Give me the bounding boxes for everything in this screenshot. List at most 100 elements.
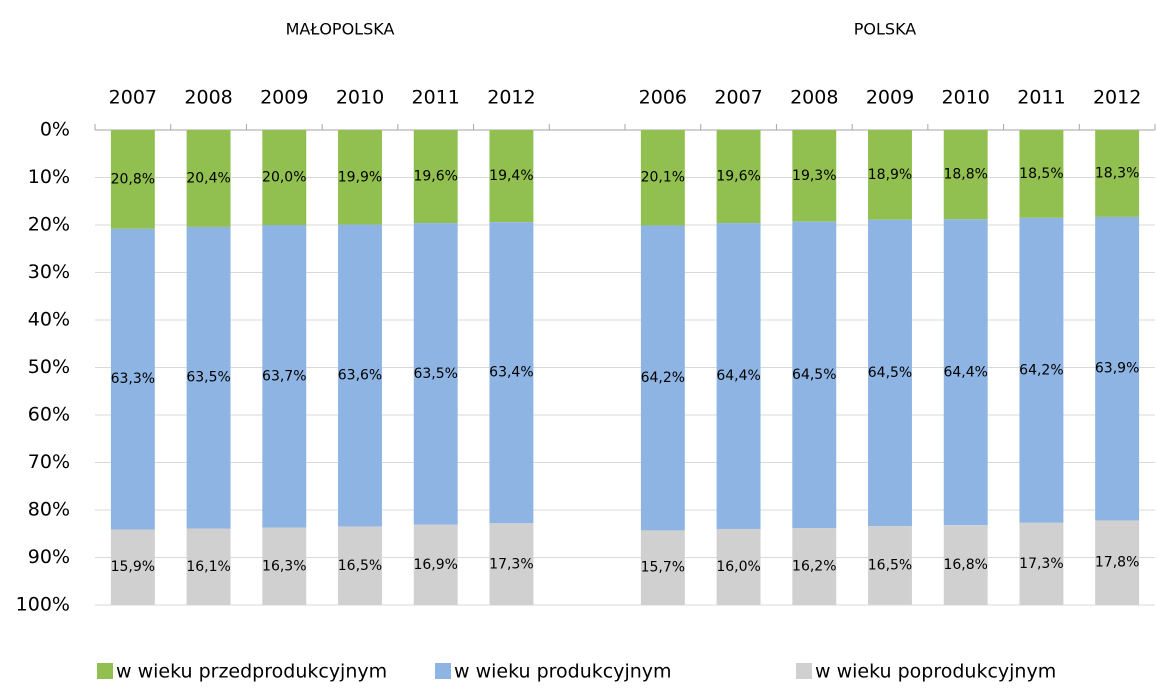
bar-segment — [489, 222, 534, 524]
data-label: 18,8% — [943, 167, 987, 183]
bar-segment — [943, 525, 988, 605]
bar-segment — [716, 529, 761, 605]
bar-segment — [716, 130, 761, 224]
data-label: 19,9% — [338, 169, 382, 185]
bar-segment — [868, 219, 912, 527]
x-tick-label: 2009 — [260, 87, 308, 109]
y-tick-label: 60% — [28, 404, 70, 426]
x-tick-label: 2010 — [942, 87, 990, 109]
bar-segment — [338, 224, 382, 527]
group-label: MAŁOPOLSKA — [286, 20, 395, 39]
y-tick-label: 30% — [28, 261, 70, 283]
legend-label: w wieku produkcyjnym — [454, 661, 672, 683]
data-label: 19,3% — [792, 168, 836, 184]
data-label: 64,2% — [1019, 362, 1063, 378]
data-label: 17,3% — [1019, 556, 1063, 572]
bar-segment — [186, 528, 231, 605]
data-label: 19,6% — [716, 169, 760, 185]
bar-segment — [792, 221, 837, 529]
data-label: 20,4% — [186, 170, 230, 186]
bar-segment — [413, 524, 458, 605]
data-label: 64,4% — [943, 364, 987, 380]
bar-segment — [262, 130, 307, 225]
bar-segment — [489, 130, 534, 223]
data-label: 15,7% — [641, 560, 685, 576]
legend-label: w wieku przedprodukcyjnym — [116, 661, 387, 683]
bar-segment — [716, 223, 761, 529]
y-tick-label: 80% — [28, 499, 70, 521]
data-label: 16,0% — [716, 559, 760, 575]
y-tick-label: 0% — [40, 119, 70, 141]
x-tick-label: 2006 — [639, 87, 687, 109]
bar-segment — [943, 219, 988, 526]
data-label: 64,5% — [792, 367, 836, 383]
x-tick-label: 2012 — [487, 87, 535, 109]
data-label: 20,1% — [641, 170, 685, 186]
legend-swatch — [97, 663, 113, 679]
bar-segment — [413, 223, 458, 525]
legend-swatch — [796, 663, 812, 679]
x-tick-label: 2009 — [866, 87, 914, 109]
legend-swatch — [435, 663, 451, 679]
x-tick-label: 2007 — [109, 87, 157, 109]
bar-segment — [792, 528, 837, 605]
bar-segment — [338, 130, 382, 225]
x-tick-label: 2012 — [1093, 87, 1141, 109]
data-label: 18,5% — [1019, 166, 1063, 182]
x-tick-label: 2011 — [412, 87, 460, 109]
x-tick-label: 2008 — [184, 87, 232, 109]
data-label: 63,6% — [338, 368, 382, 384]
bar-segment — [489, 523, 534, 606]
data-label: 16,5% — [868, 557, 912, 573]
bar-segment — [110, 228, 155, 530]
bar-segment — [1095, 216, 1140, 521]
bar-segment — [868, 526, 912, 605]
data-label: 16,2% — [792, 559, 836, 575]
bar-segment — [186, 226, 231, 529]
x-tick-label: 2010 — [336, 87, 384, 109]
data-label: 63,9% — [1095, 361, 1139, 377]
bar-segment — [262, 225, 307, 528]
data-label: 63,5% — [413, 366, 457, 382]
y-tick-label: 70% — [28, 451, 70, 473]
data-label: 19,4% — [489, 168, 533, 184]
data-label: 64,2% — [641, 370, 685, 386]
data-label: 63,4% — [489, 365, 533, 381]
data-label: 64,4% — [716, 368, 760, 384]
data-label: 16,3% — [262, 558, 306, 574]
y-tick-label: 50% — [28, 356, 70, 378]
bar-segment — [1095, 520, 1140, 605]
bar-segment — [1095, 130, 1140, 217]
data-label: 63,3% — [111, 371, 155, 387]
bar-segment — [1019, 217, 1064, 523]
legend-label: w wieku poprodukcyjnym — [815, 661, 1056, 683]
bar-segment — [110, 529, 155, 605]
y-tick-label: 90% — [28, 546, 70, 568]
data-label: 15,9% — [111, 559, 155, 575]
group-label: POLSKA — [854, 20, 917, 39]
data-label: 16,1% — [186, 559, 230, 575]
x-tick-label: 2008 — [790, 87, 838, 109]
data-label: 18,9% — [868, 167, 912, 183]
data-label: 16,5% — [338, 558, 382, 574]
bar-segment — [413, 130, 458, 224]
x-tick-label: 2007 — [714, 87, 762, 109]
bar-segment — [1019, 522, 1064, 605]
data-label: 63,7% — [262, 368, 306, 384]
data-label: 20,8% — [111, 171, 155, 187]
y-tick-label: 10% — [28, 166, 70, 188]
data-label: 64,5% — [868, 365, 912, 381]
data-label: 17,3% — [489, 556, 533, 572]
bar-segment — [943, 130, 988, 220]
y-tick-label: 40% — [28, 309, 70, 331]
bar-segment — [186, 130, 231, 227]
bar-segment — [640, 130, 685, 226]
data-label: 19,6% — [413, 169, 457, 185]
y-tick-label: 20% — [28, 214, 70, 236]
y-tick-label: 100% — [16, 594, 70, 616]
data-label: 63,5% — [186, 370, 230, 386]
data-label: 16,9% — [413, 557, 457, 573]
bar-segment — [640, 225, 685, 531]
data-label: 16,8% — [943, 557, 987, 573]
